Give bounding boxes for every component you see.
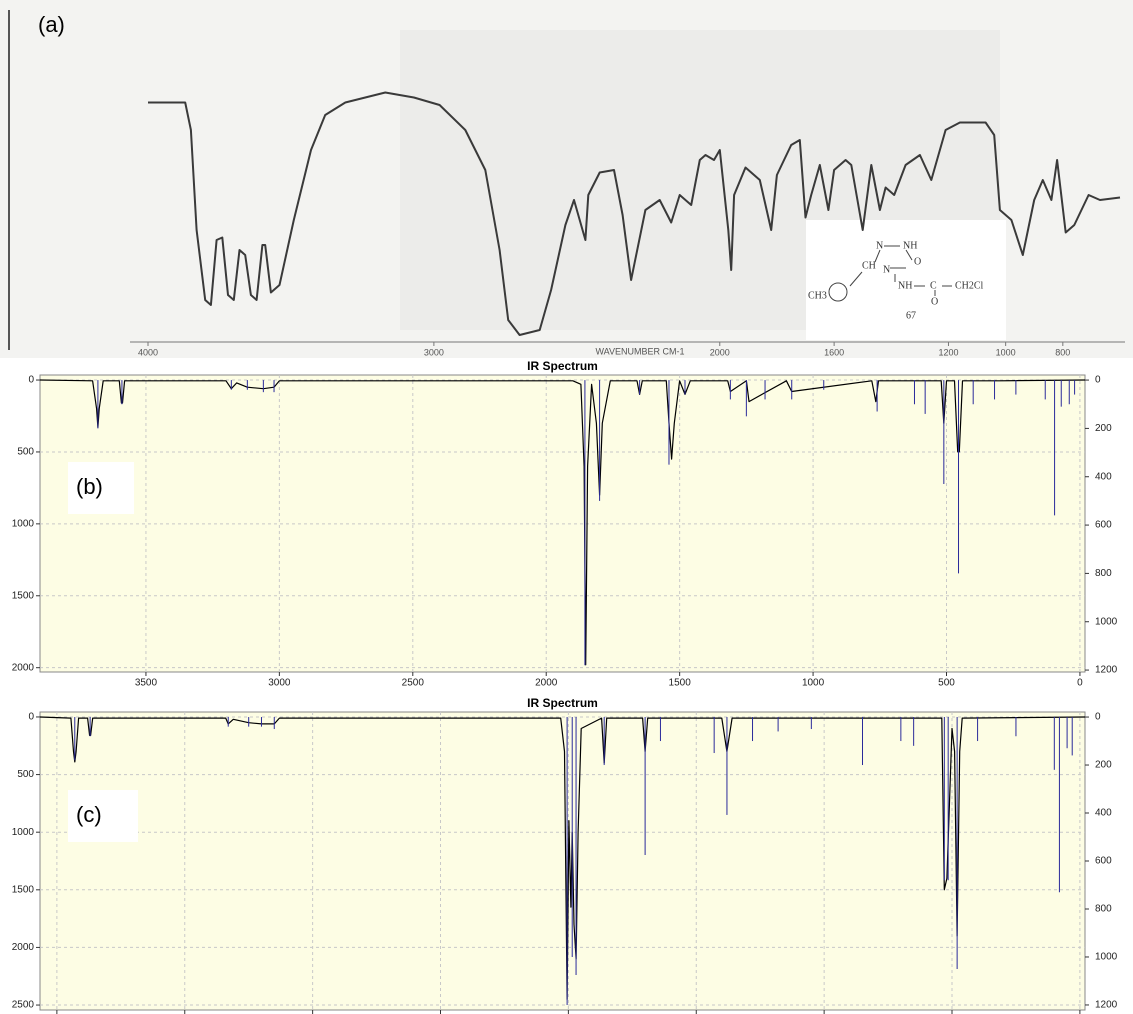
y2-tick-label: 1200 — [1095, 1000, 1118, 1011]
atom-label: N — [883, 264, 890, 275]
y2-tick-label: 200 — [1095, 760, 1112, 771]
panel-label: (b) — [76, 474, 103, 499]
atom-label: O — [914, 256, 921, 267]
x-tick-label: 3500 — [135, 678, 158, 689]
y2-tick-label: 0 — [1095, 712, 1101, 723]
atom-label: O — [931, 296, 938, 307]
chart-panel: IR Spectrum40003500300025002000150010005… — [12, 696, 1118, 1014]
x-tick-label: 3000 — [424, 347, 444, 357]
x-tick-label: 2000 — [535, 678, 558, 689]
x-tick-label: 1000 — [996, 347, 1016, 357]
panel-label: (c) — [76, 802, 102, 827]
y-tick-label: 1500 — [12, 590, 35, 601]
y-tick-label: 1000 — [12, 519, 35, 530]
atom-label: C — [930, 280, 937, 291]
plot-area — [40, 712, 1085, 1010]
x-tick-label: 500 — [938, 678, 955, 689]
x-tick-label: 0 — [1077, 678, 1083, 689]
panel-label: (a) — [38, 12, 65, 37]
x-axis-label: WAVENUMBER CM-1 — [595, 346, 684, 356]
y-tick-label: 500 — [17, 447, 34, 458]
atom-label: CH3 — [808, 290, 827, 301]
atom-label: NH — [903, 240, 917, 251]
y2-tick-label: 200 — [1095, 423, 1112, 434]
y2-tick-label: 600 — [1095, 856, 1112, 867]
atom-label: CH — [862, 260, 876, 271]
y2-tick-label: 800 — [1095, 568, 1112, 579]
chart-title: IR Spectrum — [527, 696, 598, 710]
atom-label: CH2Cl — [955, 280, 984, 291]
y2-tick-label: 1000 — [1095, 616, 1118, 627]
y-tick-label: 500 — [17, 769, 34, 780]
x-tick-label: 3000 — [268, 678, 291, 689]
y-tick-label: 2500 — [12, 1000, 35, 1011]
y2-tick-label: 1000 — [1095, 952, 1118, 963]
y-tick-label: 2000 — [12, 662, 35, 673]
y-tick-label: 1500 — [12, 884, 35, 895]
x-tick-label: 1600 — [824, 347, 844, 357]
y2-tick-label: 400 — [1095, 471, 1112, 482]
y-tick-label: 0 — [28, 375, 34, 386]
figure: N NH CH N O CH3 NH C CH2Cl O 67 WAVENUMB… — [0, 0, 1133, 1014]
x-tick-label: 1500 — [669, 678, 692, 689]
y2-tick-label: 400 — [1095, 808, 1112, 819]
x-tick-label: 800 — [1055, 347, 1070, 357]
y2-tick-label: 1200 — [1095, 665, 1118, 676]
y-tick-label: 2000 — [12, 942, 35, 953]
chart-title: IR Spectrum — [527, 359, 598, 373]
x-tick-label: 1200 — [938, 347, 958, 357]
compound-number: 67 — [906, 310, 916, 321]
y-tick-label: 1000 — [12, 827, 35, 838]
atom-label: NH — [898, 280, 912, 291]
x-tick-label: 1000 — [802, 678, 825, 689]
x-tick-label: 2000 — [710, 347, 730, 357]
y2-tick-label: 800 — [1095, 904, 1112, 915]
atom-label: N — [876, 240, 883, 251]
y2-tick-label: 600 — [1095, 520, 1112, 531]
y-tick-label: 0 — [28, 712, 34, 723]
x-tick-label: 4000 — [138, 347, 158, 357]
x-tick-label: 2500 — [402, 678, 425, 689]
y2-tick-label: 0 — [1095, 375, 1101, 386]
